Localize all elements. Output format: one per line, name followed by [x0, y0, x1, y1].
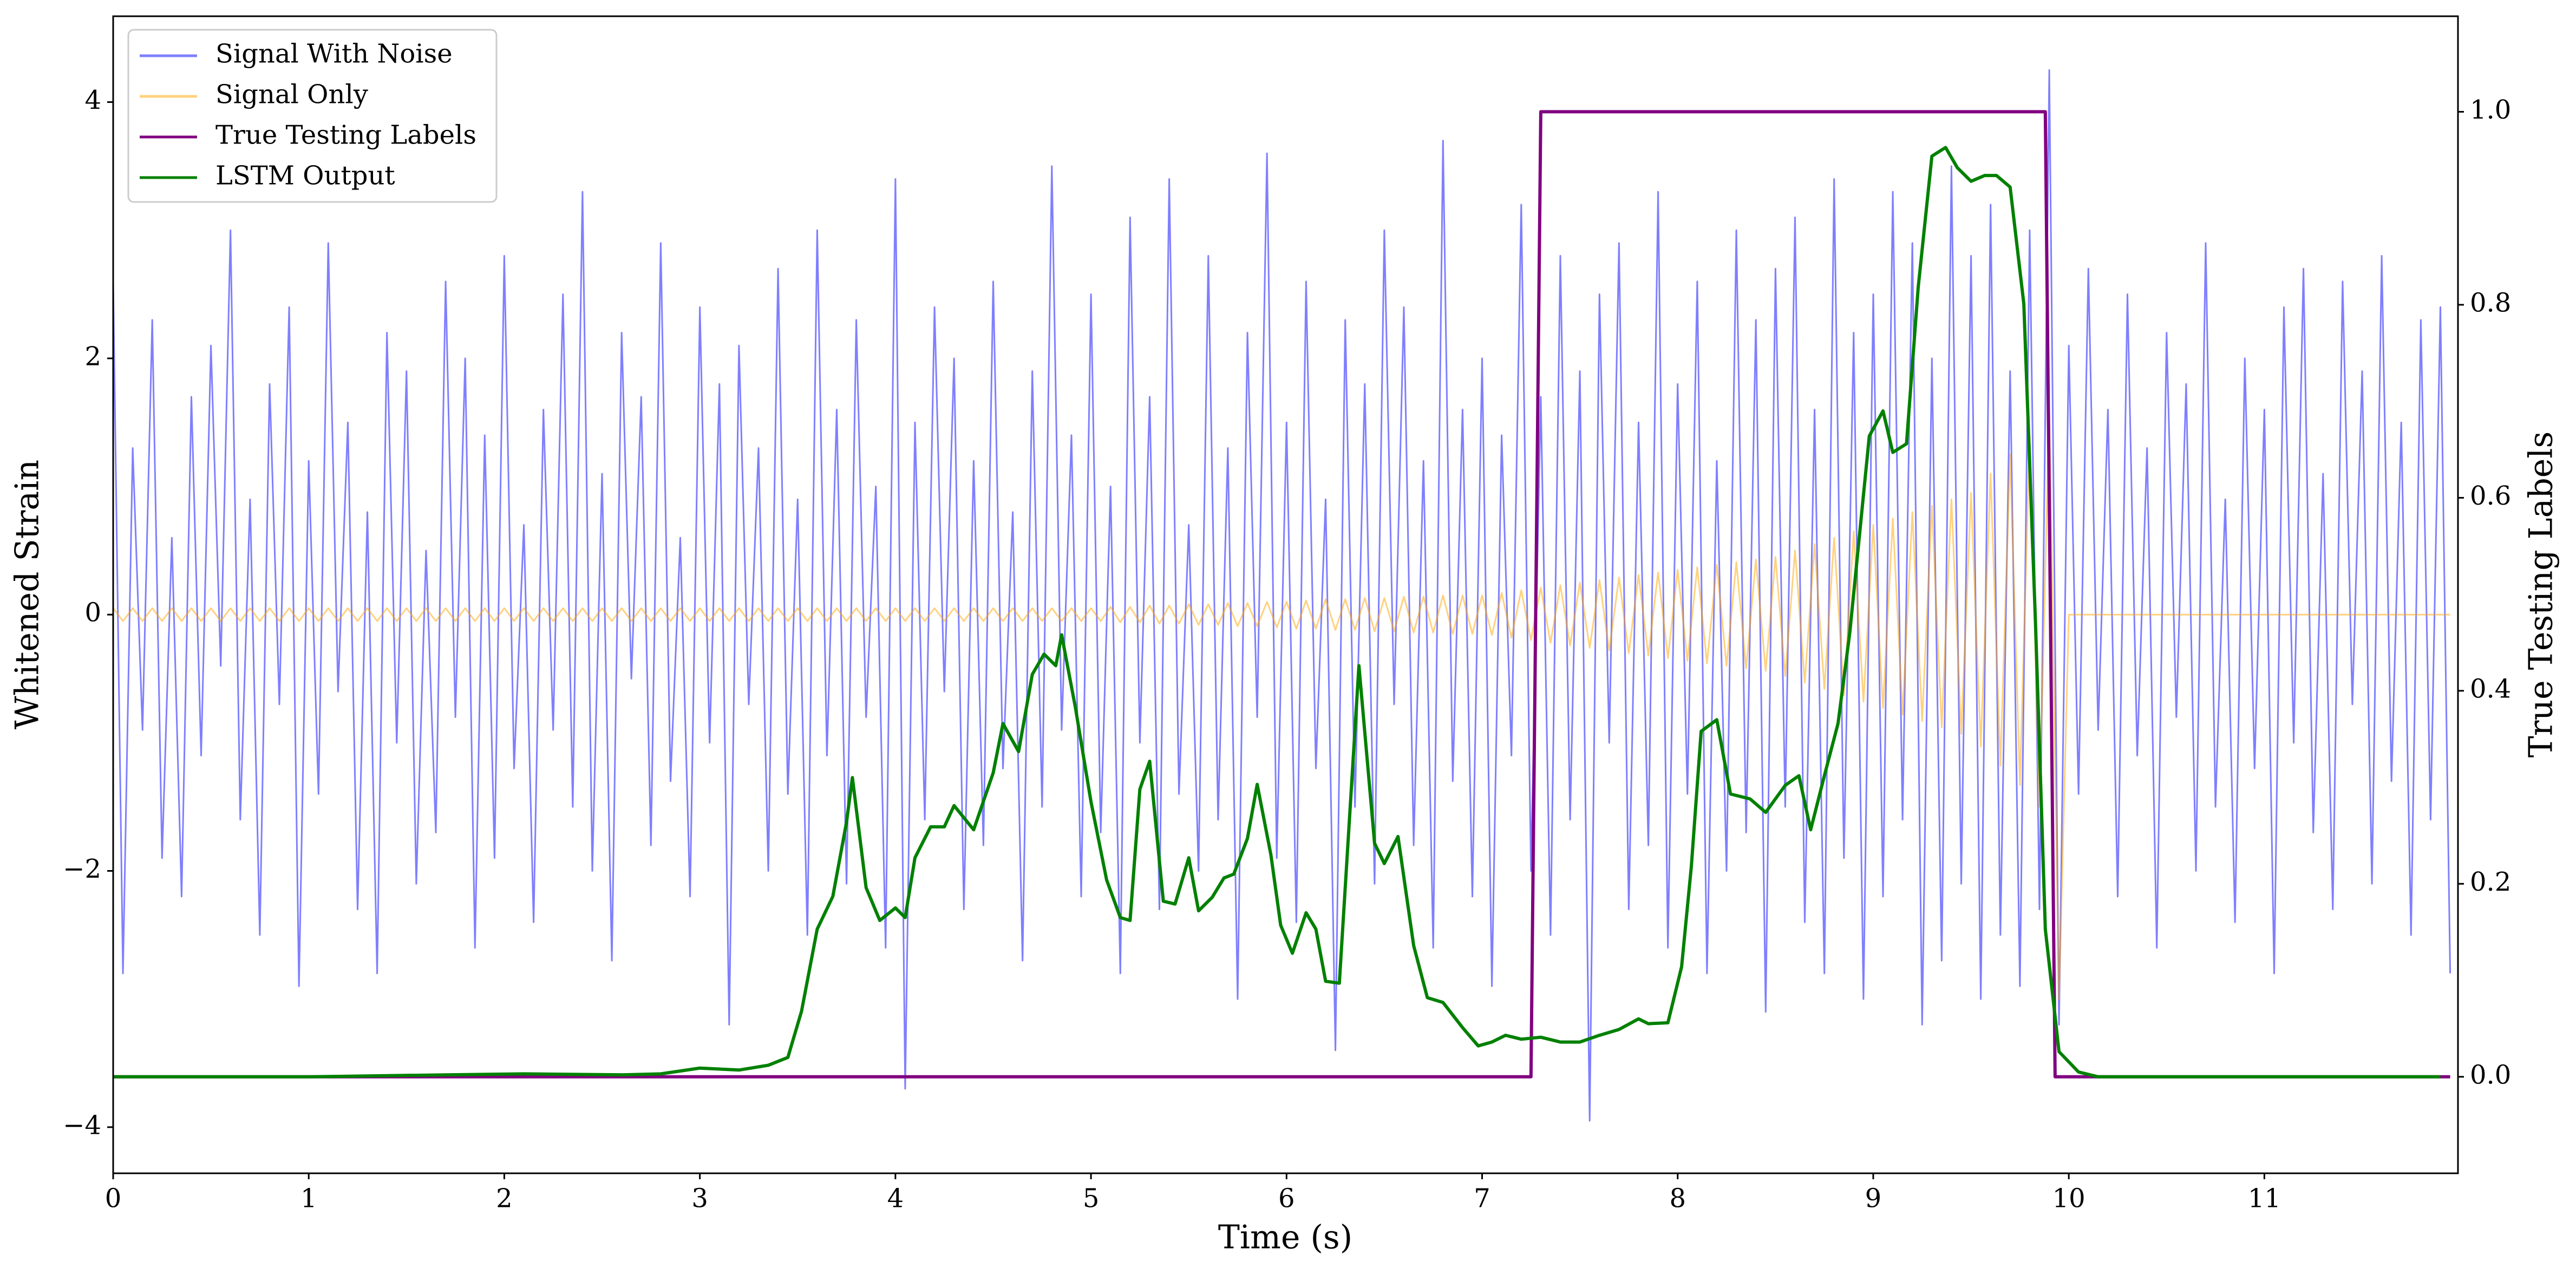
- y2-tick-label: 0.8: [2470, 288, 2511, 318]
- y2-tick-label: 0.4: [2470, 674, 2511, 704]
- legend-label: True Testing Labels: [215, 120, 476, 151]
- x-tick-label: 11: [2248, 1184, 2281, 1214]
- y2-tick-label: 0.2: [2470, 867, 2511, 897]
- y-tick-label: 0: [84, 598, 101, 628]
- x-tick-label: 6: [1278, 1184, 1295, 1214]
- x-tick-label: 0: [105, 1184, 122, 1214]
- series-line: [113, 146, 2441, 1079]
- y-tick-label: 2: [84, 341, 101, 371]
- legend-box: [127, 29, 498, 203]
- legend-label: LSTM Output: [215, 161, 395, 191]
- x-tick-label: 5: [1083, 1184, 1100, 1214]
- x-tick-label: 9: [1865, 1184, 1882, 1214]
- y2-axis-label: True Testing Labels: [2522, 432, 2560, 758]
- y2-tick-label: 0.6: [2470, 481, 2511, 511]
- y2-tick-label: 1.0: [2470, 95, 2511, 125]
- x-tick-label: 1: [300, 1184, 317, 1214]
- y2-tick-label: 0.0: [2470, 1060, 2511, 1090]
- x-tick-label: 8: [1669, 1184, 1686, 1214]
- legend-label: Signal Only: [215, 80, 368, 110]
- axes-frame: [112, 15, 2459, 1174]
- y-axis-label: Whitened Strain: [9, 460, 47, 729]
- legend: Signal With Noise Signal Only True Testing…: [127, 29, 498, 203]
- x-tick-label: 2: [496, 1184, 513, 1214]
- x-tick-label: 4: [887, 1184, 904, 1214]
- x-tick-label: 10: [2052, 1184, 2085, 1214]
- x-tick-label: 7: [1474, 1184, 1490, 1214]
- legend-label: Signal With Noise: [215, 39, 453, 69]
- x-axis-label: Time (s): [1218, 1219, 1352, 1257]
- x-tick-label: 3: [691, 1184, 708, 1214]
- y-tick-label: 4: [84, 85, 101, 115]
- plot-area: [113, 69, 2451, 1122]
- series-line: [113, 409, 2450, 1000]
- y-tick-label: −4: [63, 1110, 101, 1140]
- y-tick-label: −2: [63, 854, 101, 884]
